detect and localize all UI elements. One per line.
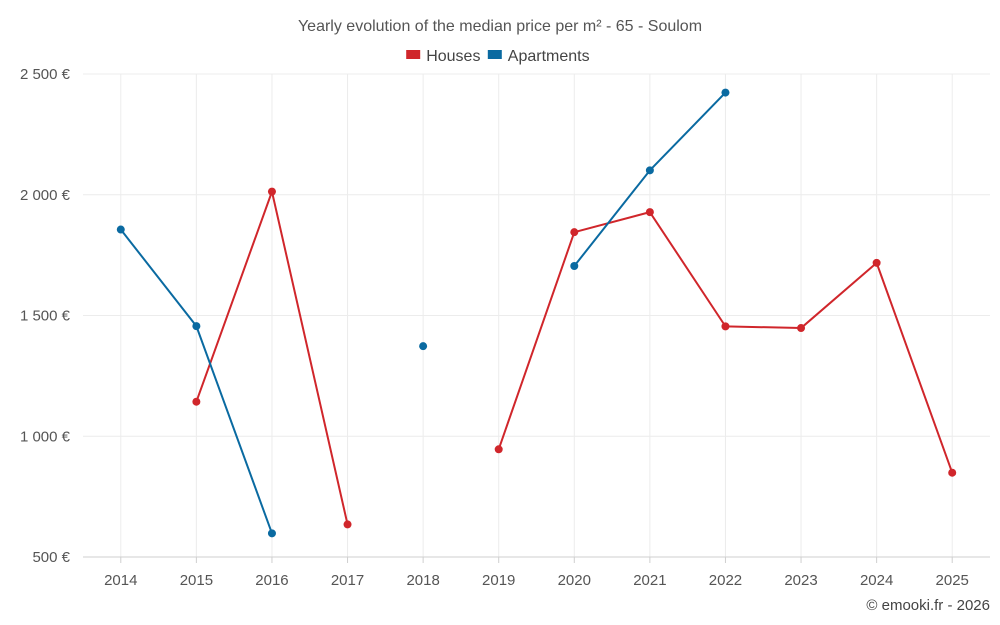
houses-point [721, 322, 730, 331]
x-tick-label: 2020 [558, 572, 591, 589]
x-tick-label: 2022 [709, 572, 742, 589]
x-tick-label: 2019 [482, 572, 515, 589]
y-tick-label: 1 500 € [20, 308, 71, 325]
apartments-point [116, 225, 125, 234]
x-tick-label: 2021 [633, 572, 666, 589]
apartments-point [645, 166, 654, 175]
houses-point [872, 258, 881, 267]
apartments-point [192, 322, 201, 331]
apartments-point [570, 261, 579, 270]
apartments-point [721, 88, 730, 97]
x-tick-label: 2018 [406, 572, 439, 589]
houses-point [267, 187, 276, 196]
houses-point [948, 468, 957, 477]
x-tick-label: 2025 [936, 572, 969, 589]
houses-point [192, 397, 201, 406]
x-tick-label: 2024 [860, 572, 893, 589]
apartments-point [419, 342, 428, 351]
houses-point [343, 520, 352, 529]
houses-point [570, 228, 579, 237]
series-layer [116, 88, 957, 538]
chart-title: Yearly evolution of the median price per… [298, 18, 702, 35]
x-tick-label: 2023 [784, 572, 817, 589]
houses-point [494, 445, 503, 454]
y-tick-label: 500 € [32, 549, 70, 566]
grid-layer [83, 73, 990, 557]
legend-label-apartments: Apartments [508, 48, 590, 65]
x-tick-label: 2014 [104, 572, 137, 589]
x-tick-label: 2016 [255, 572, 288, 589]
y-tick-label: 2 500 € [20, 66, 71, 83]
x-tick-label: 2017 [331, 572, 364, 589]
x-tick-label: 2015 [180, 572, 213, 589]
legend: Houses Apartments [406, 48, 590, 65]
x-axis: 2014 2015 2016 2017 2018 2019 2020 2021 2022 2023… [83, 556, 990, 589]
houses-point [797, 324, 806, 333]
y-axis: 500 € 1 000 € 1 500 € 2 000 € 2 500 € [20, 66, 71, 566]
y-tick-label: 2 000 € [20, 187, 71, 204]
credit-text: © emooki.fr - 2026 [866, 597, 990, 614]
y-tick-label: 1 000 € [20, 428, 71, 445]
legend-swatch-houses [406, 50, 421, 59]
houses-point [645, 208, 654, 217]
apartments-point [267, 529, 276, 538]
legend-swatch-apartments [487, 50, 502, 59]
legend-label-houses: Houses [426, 48, 480, 65]
